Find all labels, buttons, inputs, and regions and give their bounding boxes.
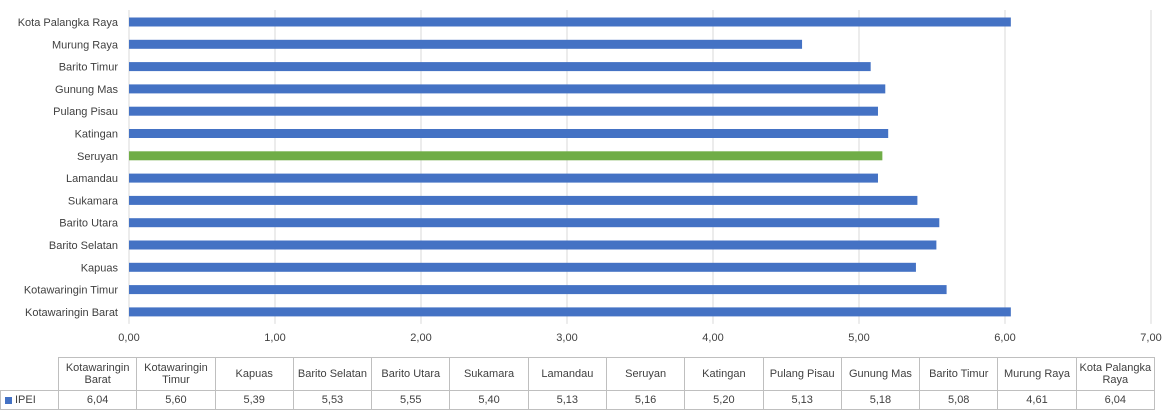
table-header-cell: Lamandau [527, 357, 607, 391]
bar [129, 129, 889, 138]
category-label: Gunung Mas [55, 84, 118, 96]
gridlines [128, 10, 1152, 324]
table-header-cell: Kota Palangka Raya [1075, 357, 1155, 391]
category-label: Kapuas [81, 262, 119, 274]
category-labels: Kotawaringin Barat Kotawaringin Timur Kapu… [18, 17, 119, 319]
data-table: Kotawaringin Barat Kotawaringin Timur Kapu… [0, 357, 1155, 410]
legend-entry: IPEI [0, 390, 59, 410]
category-label: Pulang Pisau [53, 106, 118, 118]
legend-swatch [5, 396, 12, 404]
table-header-cell: Katingan [684, 357, 764, 391]
category-label: Seruyan [77, 151, 118, 163]
table-header-cell: Pulang Pisau [762, 357, 842, 391]
x-tick-label: 4,00 [702, 332, 723, 344]
table-value-cell: 5,39 [214, 390, 294, 410]
x-tick-label: 3,00 [556, 332, 577, 344]
table-value-cell: 5,53 [292, 390, 373, 410]
category-label: Lamandau [66, 173, 118, 185]
table-header-cell: Murung Raya [997, 357, 1077, 391]
category-label: Barito Selatan [49, 240, 118, 252]
bar [129, 285, 947, 295]
bar [129, 307, 1011, 317]
bar-chart: Kotawaringin Barat Kotawaringin Timur Kapu… [18, 10, 1162, 344]
table-header-cell: Kotawaringin Timur [136, 357, 216, 391]
table-value-cell: 5,13 [762, 390, 842, 410]
table-value-cell: 5,40 [449, 390, 529, 410]
table-value-cell: 5,20 [684, 390, 764, 410]
table-value-cell: 4,61 [997, 390, 1077, 410]
data-table-corner [1, 358, 59, 391]
table-value-cell: 5,08 [919, 390, 999, 410]
bar [129, 39, 803, 49]
table-value-cell: 6,04 [1075, 390, 1155, 410]
x-tick-label: 2,00 [410, 332, 431, 344]
table-value-cell: 6,04 [57, 390, 138, 410]
bar [129, 240, 937, 250]
table-header-cell: Barito Timur [919, 357, 999, 391]
table-header-cell: Barito Utara [371, 357, 451, 391]
category-label: Murung Raya [52, 39, 119, 51]
table-header-cell: Barito Selatan [292, 357, 373, 391]
table-value-cell: 5,18 [840, 390, 921, 410]
bars [129, 17, 1011, 317]
category-label: Barito Timur [59, 62, 119, 74]
bar [129, 218, 940, 228]
bar [129, 17, 1011, 27]
category-label: Katingan [75, 129, 118, 141]
legend-label: IPEI [15, 394, 36, 406]
category-label: Kota Palangka Raya [18, 17, 119, 29]
table-value-cell: 5,55 [371, 390, 451, 410]
category-label: Barito Utara [59, 218, 119, 230]
table-header-cell: Sukamara [449, 357, 529, 391]
x-tick-label: 6,00 [994, 332, 1015, 344]
table-header-cell: Gunung Mas [840, 357, 921, 391]
bar [129, 173, 878, 183]
category-label: Sukamara [68, 195, 119, 207]
table-value-cell: 5,16 [605, 390, 686, 410]
bar [129, 151, 883, 161]
x-tick-label: 7,00 [1140, 332, 1161, 344]
data-table-value-row: IPEI 6,04 5,60 5,39 5,53 5,55 5,40 5,13 5,16 5,2… [0, 390, 1155, 410]
bar [129, 195, 918, 205]
table-value-cell: 5,60 [136, 390, 216, 410]
bar [129, 62, 871, 72]
bar [129, 84, 886, 94]
bar [129, 106, 878, 116]
x-tick-label: 1,00 [264, 332, 285, 344]
x-axis-tick-labels: 0,00 1,00 2,00 3,00 4,00 5,00 6,00 7,00 [118, 332, 1161, 344]
table-value-cell: 5,13 [527, 390, 607, 410]
x-tick-label: 0,00 [118, 332, 139, 344]
category-label: Kotawaringin Timur [24, 285, 118, 297]
x-tick-label: 5,00 [848, 332, 869, 344]
data-table-header-row: Kotawaringin Barat Kotawaringin Timur Kapu… [1, 357, 1155, 391]
table-header-cell: Seruyan [605, 357, 686, 391]
category-label: Kotawaringin Barat [25, 307, 118, 319]
table-header-cell: Kotawaringin Barat [57, 357, 138, 391]
bar [129, 262, 916, 272]
table-header-cell: Kapuas [214, 357, 294, 391]
